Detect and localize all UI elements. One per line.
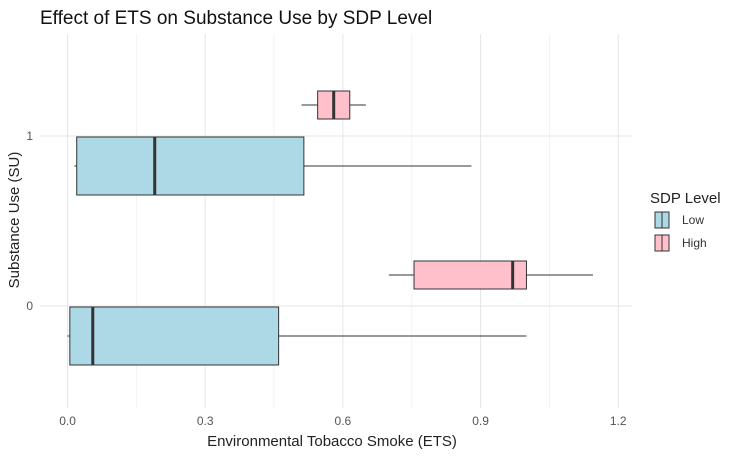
y-tick-label: 1	[26, 129, 33, 143]
x-axis-title: Environmental Tobacco Smoke (ETS)	[207, 433, 457, 450]
legend-title: SDP Level	[650, 190, 721, 207]
x-tick-label: 0.6	[335, 414, 352, 428]
box-iqr	[69, 306, 280, 366]
box-high-0	[388, 260, 593, 290]
x-tick-label: 0.0	[59, 414, 76, 428]
box-low-0	[67, 306, 527, 366]
box-iqr	[413, 260, 527, 290]
chart-title: Effect of ETS on Substance Use by SDP Le…	[40, 8, 432, 29]
legend-item-low: Low	[654, 211, 704, 229]
legend-label: Low	[682, 213, 704, 227]
legend: SDP Level Low High	[650, 190, 721, 252]
legend-item-high: High	[654, 234, 707, 252]
x-tick-label: 1.2	[610, 414, 627, 428]
tick-labels: 0.0 0.3 0.6 0.9 1.2 0 1	[26, 129, 627, 428]
grid	[40, 34, 632, 408]
box-low-1	[74, 136, 472, 196]
box-high-1	[301, 90, 366, 120]
box-iqr	[76, 136, 305, 196]
y-tick-label: 0	[26, 299, 33, 313]
boxes	[67, 90, 593, 366]
legend-label: High	[682, 236, 707, 250]
y-axis-title: Substance Use (SU)	[6, 152, 23, 289]
x-tick-label: 0.9	[472, 414, 489, 428]
x-tick-label: 0.3	[197, 414, 214, 428]
